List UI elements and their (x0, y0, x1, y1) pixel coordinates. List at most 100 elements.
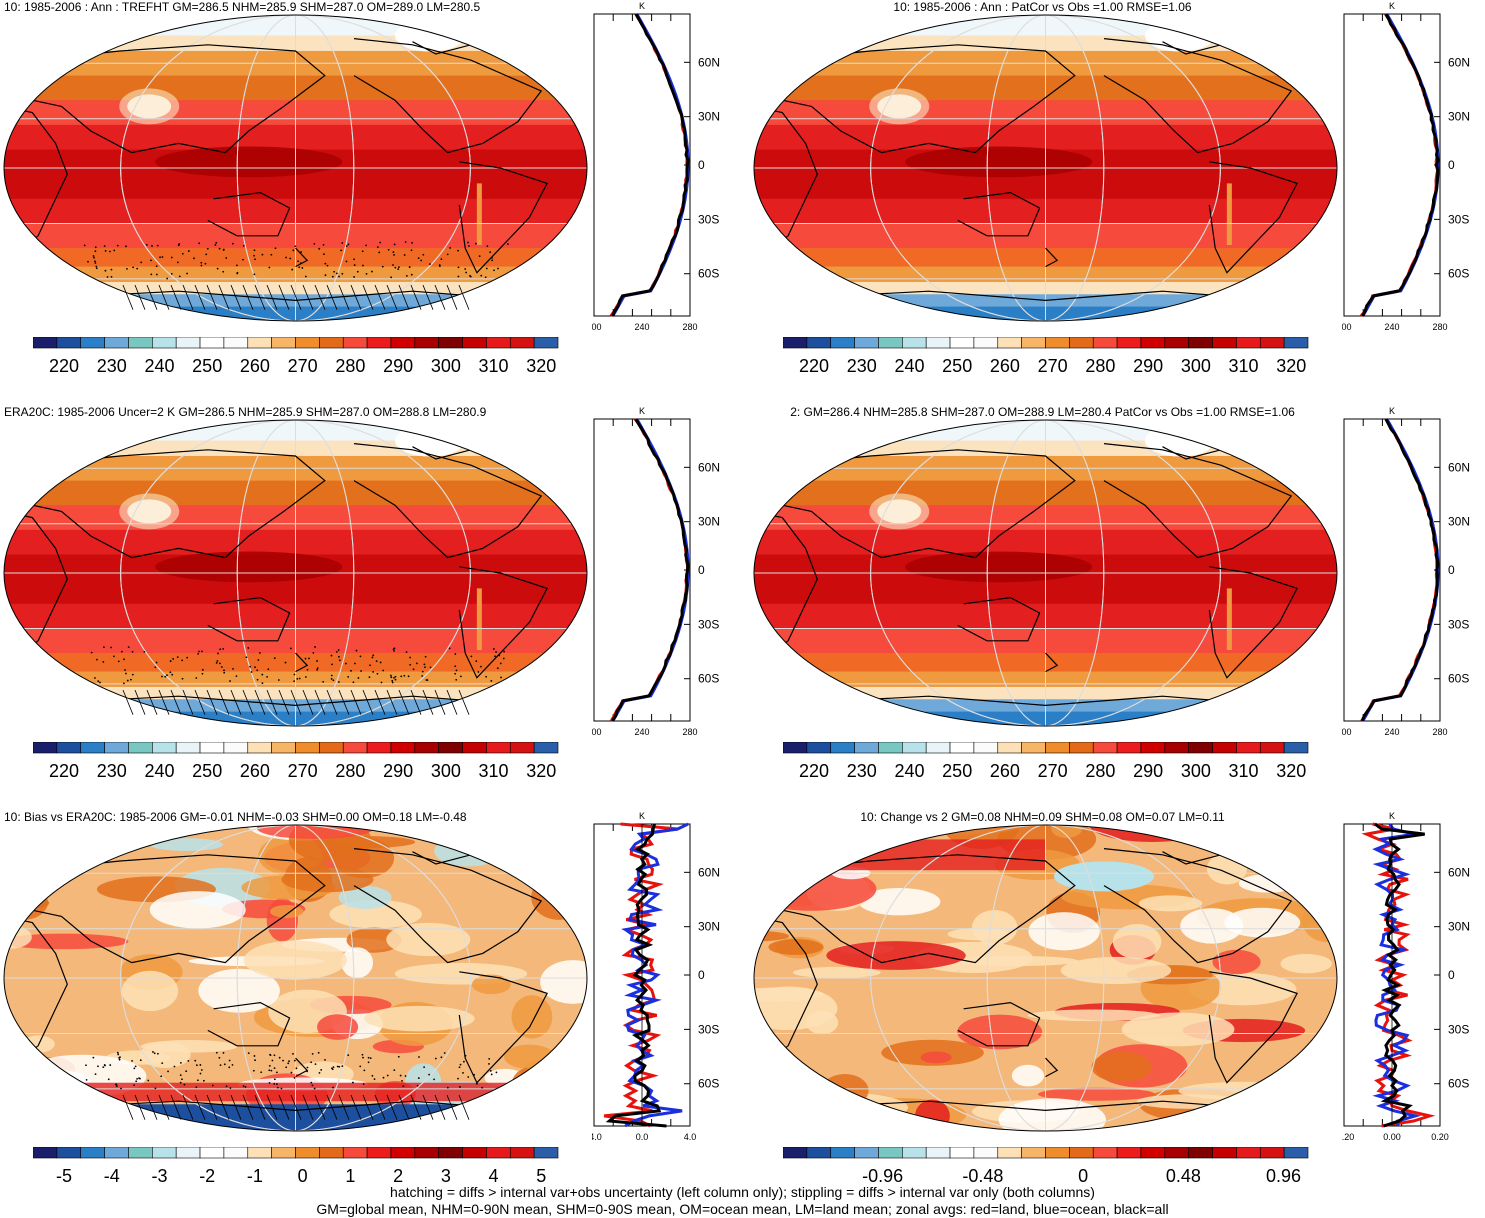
colorbar-swatch (342, 337, 368, 349)
lat-tick-label: 60N (698, 865, 720, 879)
colorbar-swatch (925, 1147, 951, 1159)
colorbar-swatch (878, 1147, 903, 1159)
colorbar-swatch (80, 742, 105, 754)
colorbar-swatch (462, 1147, 487, 1159)
colorbar-swatch (1045, 742, 1070, 754)
zonal-x-tick-label: 280 (682, 322, 697, 332)
colorbar-label: 220 (799, 356, 829, 376)
zonal-x-tick-label: -4.0 (592, 1132, 602, 1142)
map-panel-2: 10: 1985-2006 : Ann : PatCor vs Obs =1.0… (750, 0, 1485, 400)
colorbar-swatch (783, 742, 808, 754)
lat-tick-label: 60N (698, 460, 720, 474)
colorbar-swatch (1188, 337, 1213, 349)
zonal-average-plot: K 60N 30N 0 30S 60S 200 240 280 (592, 406, 720, 737)
lat-tick-label: 60N (698, 55, 720, 69)
colorbar-swatch (462, 742, 487, 754)
colorbar-swatch (486, 1147, 511, 1159)
colorbar-swatch (128, 337, 153, 349)
colorbar-label: 250 (192, 356, 222, 376)
zonal-line-land (1361, 822, 1436, 1128)
colorbar-label: -1 (247, 1166, 263, 1186)
lat-tick-label: 30S (698, 212, 719, 226)
colorbar-label: 0 (298, 1166, 308, 1186)
colorbar-swatch (1116, 1147, 1142, 1159)
zonal-line-all (611, 13, 690, 317)
lat-tick-label: 30N (698, 110, 720, 124)
colorbar-label: -5 (56, 1166, 72, 1186)
colorbar-swatch (104, 337, 129, 349)
colorbar-swatch (247, 337, 272, 349)
zonal-x-tick-label: 240 (1384, 727, 1399, 737)
colorbar-swatch (1140, 1147, 1166, 1159)
lat-tick-label: 30N (698, 920, 720, 934)
colorbar-label: 3 (441, 1166, 451, 1186)
zonal-line-ocean (611, 13, 690, 317)
colorbar-swatch (104, 742, 129, 754)
colorbar-label: 290 (1133, 761, 1163, 781)
colorbar-swatch (104, 1147, 129, 1159)
colorbar-swatch (342, 1147, 368, 1159)
colorbar-swatch (33, 337, 58, 349)
lat-tick-label: 30S (1448, 212, 1469, 226)
colorbar-label: 0 (1078, 1166, 1088, 1186)
colorbar-label: 5 (536, 1166, 546, 1186)
colorbar-swatch (175, 337, 201, 349)
colorbar-swatch (342, 742, 368, 754)
colorbar: 220 230 240 250 260 270 280 290 300 310 320 (783, 337, 1309, 376)
colorbar-label: 2 (393, 1166, 403, 1186)
stippling (85, 1051, 498, 1090)
colorbar-swatch (997, 337, 1022, 349)
zonal-average-plot: K 60N 30N 0 30S 60S 200 240 280 (592, 1, 720, 332)
robinson-map (753, 824, 1338, 1132)
colorbar-swatch (486, 742, 511, 754)
colorbar-swatch (1236, 1147, 1261, 1159)
colorbar-label: 220 (49, 761, 79, 781)
colorbar-label: 270 (288, 761, 318, 781)
colorbar-label: 300 (431, 761, 461, 781)
lat-tick-label: 30N (698, 515, 720, 529)
lat-tick-label: 30S (698, 617, 719, 631)
colorbar-swatch (1164, 742, 1189, 754)
colorbar-swatch (1021, 742, 1046, 754)
zonal-unit-label: K (1389, 406, 1395, 416)
zonal-line-ocean (1361, 13, 1440, 317)
colorbar-swatch (223, 337, 249, 349)
colorbar-label: 300 (431, 356, 461, 376)
colorbar-swatch (902, 742, 927, 754)
zonal-line-all (1360, 418, 1440, 722)
robinson-map (753, 419, 1338, 727)
colorbar-swatch (295, 1147, 320, 1159)
colorbar-swatch (1212, 1147, 1237, 1159)
colorbar-label: 310 (479, 356, 509, 376)
colorbar-label: 0.96 (1266, 1166, 1301, 1186)
colorbar-label: 280 (1085, 761, 1115, 781)
zonal-x-tick-label: 0.0 (636, 1132, 649, 1142)
colorbar-label: -0.96 (862, 1166, 903, 1186)
zonal-line-land (1360, 418, 1439, 722)
colorbar-swatch (319, 742, 344, 754)
map-panel-5: 10: Bias vs ERA20C: 1985-2006 GM=-0.01 N… (0, 810, 740, 1210)
lat-tick-label: 30N (1448, 515, 1470, 529)
colorbar: -5 -4 -3 -2 -1 0 1 2 3 4 5 (33, 1147, 559, 1186)
colorbar-label: 230 (847, 356, 877, 376)
colorbar-swatch (997, 742, 1022, 754)
colorbar-label: 310 (1229, 356, 1259, 376)
colorbar-label: 300 (1181, 356, 1211, 376)
robinson-map (3, 419, 588, 727)
colorbar-swatch (366, 742, 392, 754)
colorbar-swatch (56, 742, 82, 754)
colorbar-swatch (152, 337, 177, 349)
colorbar-label: 320 (1276, 356, 1306, 376)
colorbar-swatch (854, 337, 879, 349)
lat-tick-label: 60S (698, 1077, 719, 1091)
colorbar-label: 310 (1229, 761, 1259, 781)
colorbar-swatch (973, 742, 999, 754)
colorbar-swatch (414, 337, 439, 349)
hatching (122, 689, 470, 715)
panel-title: 10: Bias vs ERA20C: 1985-2006 GM=-0.01 N… (4, 810, 467, 824)
colorbar-label: 260 (990, 356, 1020, 376)
colorbar-swatch (295, 742, 320, 754)
lat-tick-label: 30N (1448, 110, 1470, 124)
zonal-x-tick-label: -0.20 (1342, 1132, 1354, 1142)
zonal-unit-label: K (639, 811, 645, 821)
